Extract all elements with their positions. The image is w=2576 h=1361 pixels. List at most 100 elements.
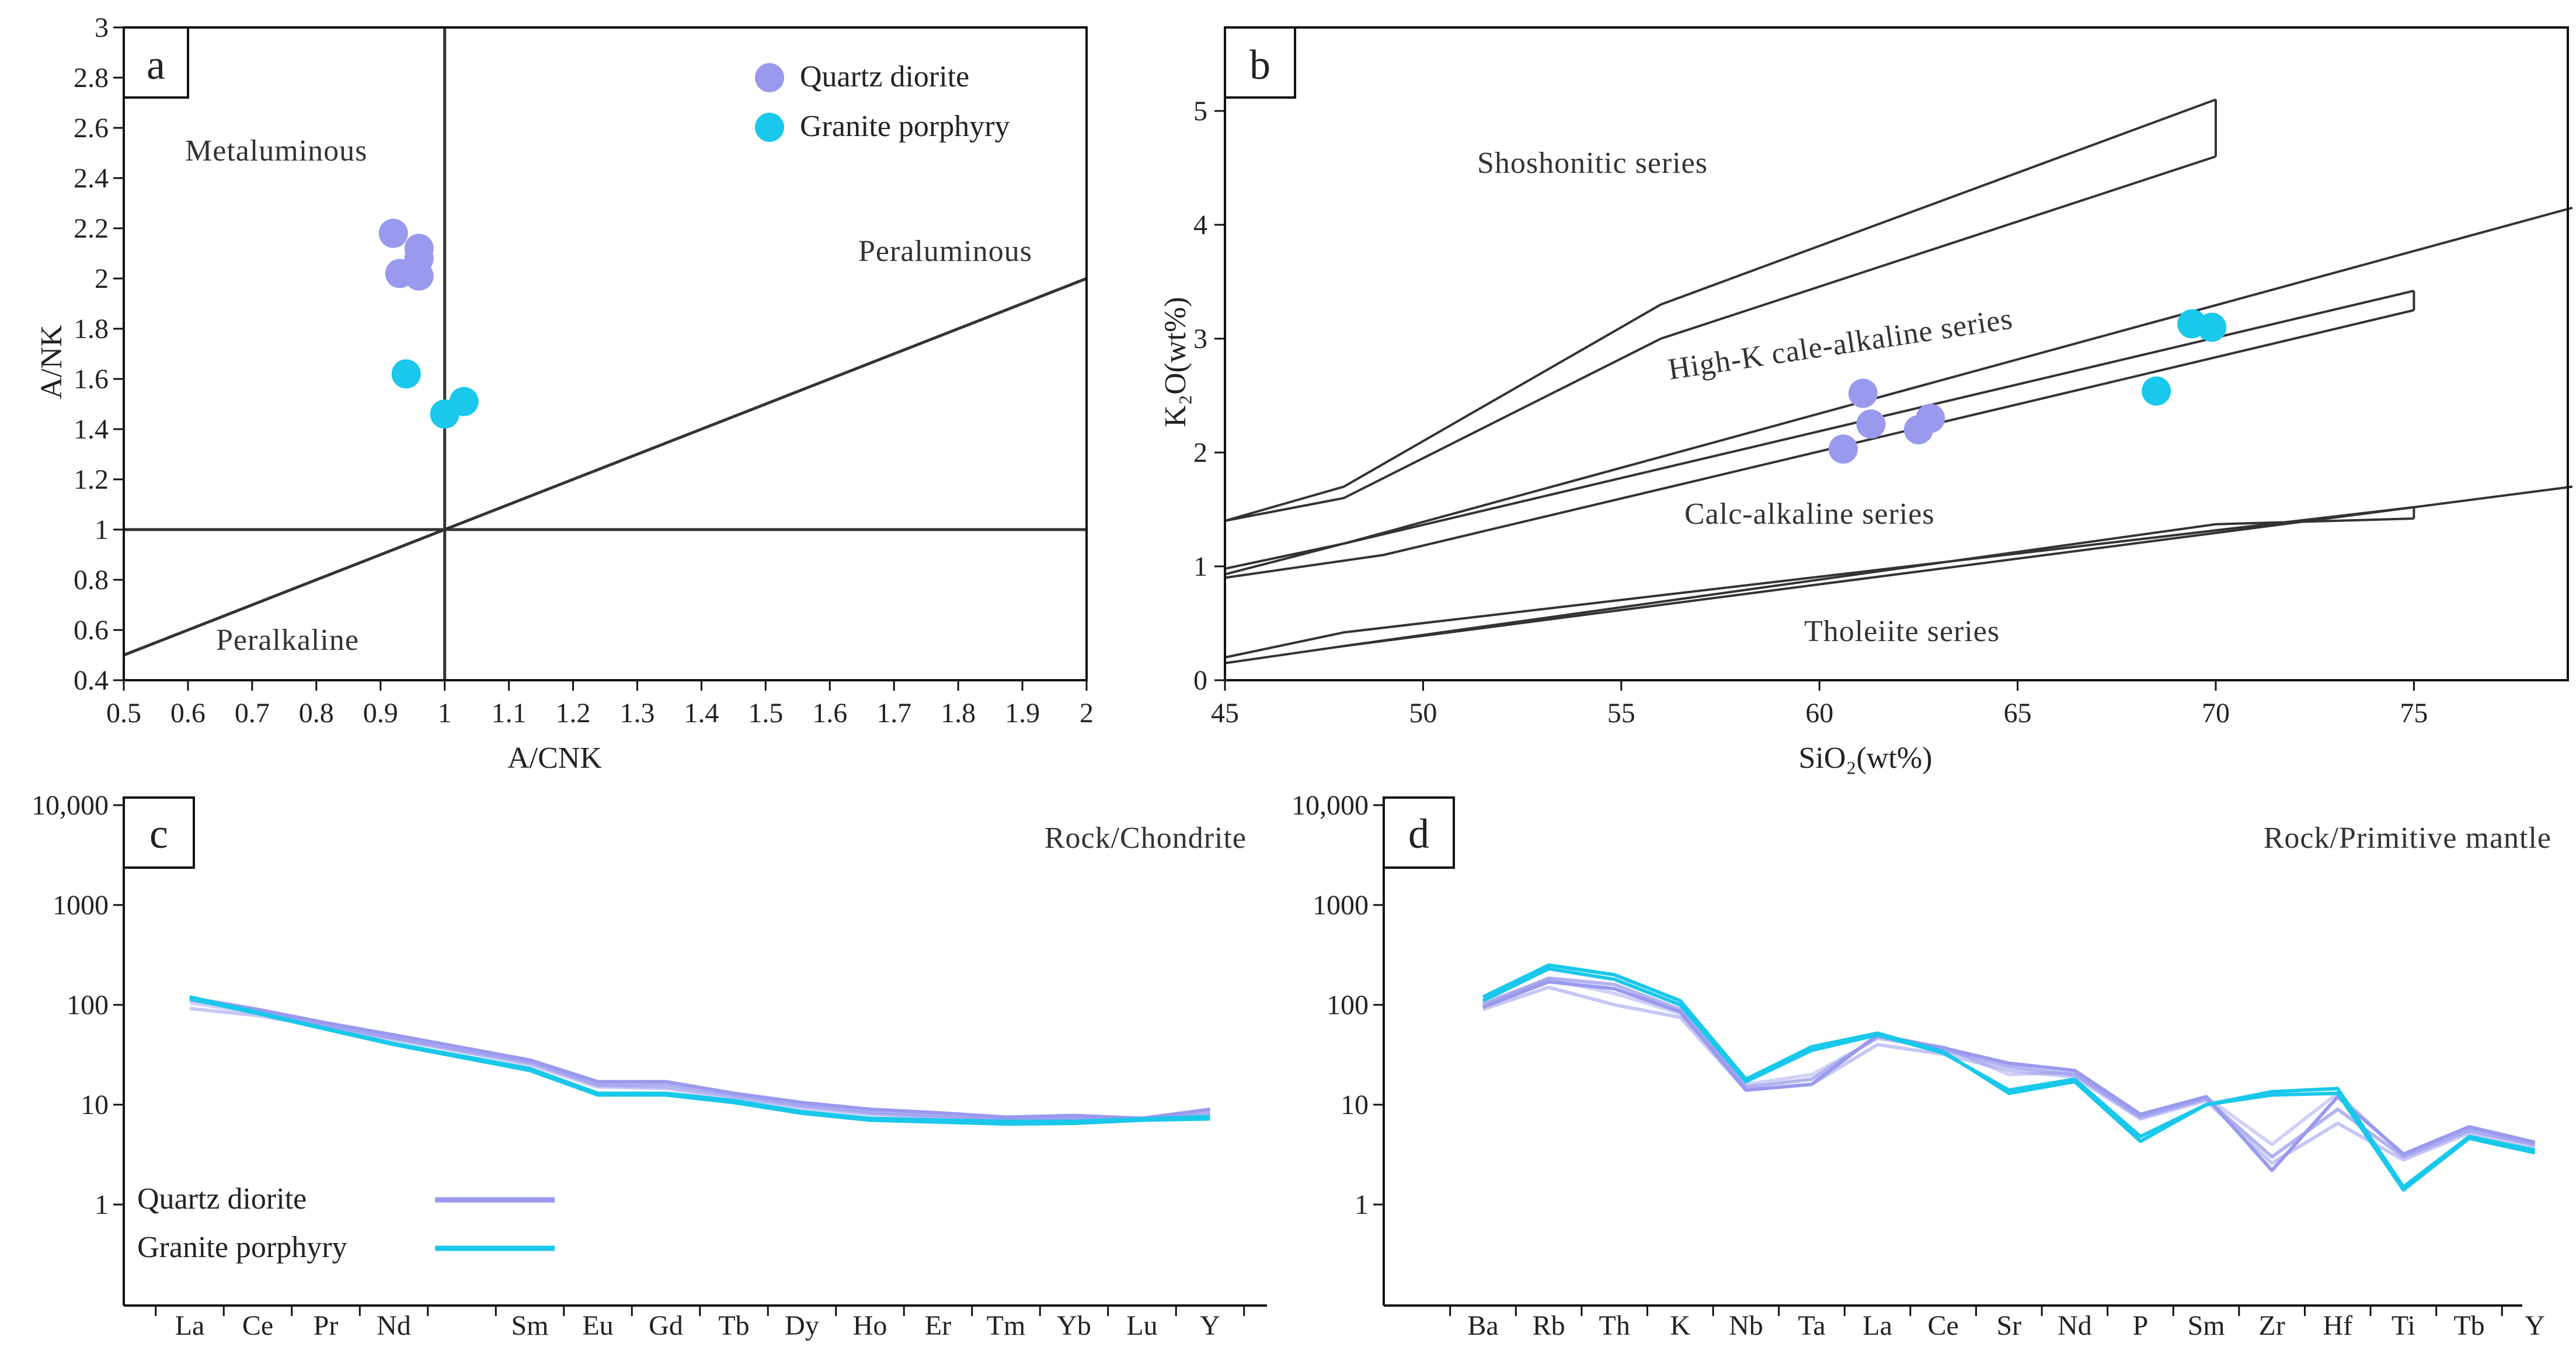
panel-c-x-tick-label: Yb: [1057, 1310, 1091, 1341]
panel-a-x-tick-label: 2: [1080, 698, 1094, 729]
panel-a-x-tick-label: 1.2: [556, 698, 591, 729]
legend-granite-porphyry-label: Granite porphyry: [800, 110, 1010, 143]
panel-a-x-tick-label: 1.5: [748, 698, 783, 729]
panel-a-y-tick-label: 3: [95, 12, 109, 43]
panel-a-x-tick-label: 0.7: [235, 698, 270, 729]
panel-d-series-granite-porphyry: [1482, 967, 2536, 1189]
panel-d-x-ticks: Ba Rb Th K Nb Ta La Ce Sr Nd P Sm Zr Hf Ti Tb Y: [1449, 1306, 2545, 1341]
panel-a-x-tick-label: 1: [438, 698, 452, 729]
legend-quartz-diorite-marker: [755, 63, 784, 92]
panel-d-corner-label: Rock/Primitive mantle: [2264, 822, 2551, 855]
region-calc-alkaline: Calc-alkaline series: [1684, 497, 1935, 531]
panel-a-y-tick-label: 2: [95, 263, 109, 294]
panel-a-letter-box: [123, 26, 189, 99]
panel-c-y-tick-label: 1000: [53, 890, 109, 921]
panel-a-line-diagonal: [123, 277, 1087, 657]
panel-a-y-tick-label: 1.2: [74, 464, 109, 495]
panel-c-lines: [189, 995, 1210, 1126]
panel-b-x-tick-label: 50: [1409, 698, 1437, 729]
panel-a-x-tick-label: 1.9: [1005, 698, 1040, 729]
panel-d-x-tick-label: La: [1863, 1310, 1892, 1341]
panel-a-y-tick-label: 2.4: [74, 163, 109, 194]
panel-b-boundary-low-2: [1224, 506, 2414, 659]
panel-a-point-granite-porphyry: [449, 387, 479, 416]
panel-b-y-ticks: 0 1 2 3 4 5: [1193, 96, 1225, 696]
region-shoshonitic: Shoshonitic series: [1477, 147, 1708, 180]
panel-b-boundary-low-3: [1343, 517, 2414, 648]
panel-b-point-quartz-diorite: [1916, 403, 1945, 433]
panel-b-x-ticks: 45 50 55 60 65 70 75: [1211, 680, 2428, 729]
panel-c-y-tick-label: 100: [67, 990, 109, 1021]
legend-c-quartz-diorite-label: Quartz diorite: [137, 1182, 307, 1216]
panel-c-series-granite-porphyry: [189, 997, 1210, 1126]
panel-c-x-tick-label: Lu: [1126, 1310, 1157, 1341]
panel-b-point-quartz-diorite: [1828, 434, 1858, 464]
panel-b-x-tick-label: 45: [1211, 698, 1239, 729]
panel-c-x-tick-label: Eu: [582, 1310, 613, 1341]
panel-b-y-axis-title: K₂O(wt%): [1159, 297, 1192, 427]
panel-b-x-tick-label: 55: [1607, 698, 1635, 729]
region-metaluminous: Metaluminous: [185, 134, 367, 168]
panel-a-y-tick-label: 1.4: [74, 414, 109, 445]
panel-d-series-quartz-diorite: [1482, 980, 2536, 1172]
panel-d-series-granite-porphyry: [1482, 963, 2536, 1192]
panel-a-y-tick-label: 1: [95, 514, 109, 545]
panel-d-x-tick-label: Rb: [1533, 1310, 1565, 1341]
panel-a-x-tick-label: 1.1: [492, 698, 527, 729]
panel-b-boundary-mid-3: [1224, 309, 2414, 579]
panel-d-x-tick-label: Sr: [1996, 1310, 2021, 1341]
panel-a-point-granite-porphyry: [391, 359, 421, 389]
panel-d: Ba Rb Th K Nb Ta La Ce Sr Nd P Sm Zr Hf Ti Tb Y 1 10 100 10…: [1292, 790, 2551, 1341]
panel-c-x-tick-label: Gd: [649, 1310, 683, 1341]
panel-c-series-quartz-diorite: [189, 1007, 1210, 1122]
panel-c-series-quartz-diorite: [189, 1001, 1210, 1122]
panel-c-x-tick-label: Y: [1200, 1310, 1220, 1341]
panel-d-x-tick-label: Y: [2525, 1310, 2545, 1341]
panel-d-x-tick-label: Nb: [1729, 1310, 1763, 1341]
region-peraluminous: Peraluminous: [858, 235, 1032, 268]
panel-b-frame: [1224, 26, 2569, 681]
panel-c-x-tick-label: Er: [925, 1310, 951, 1341]
panel-b-boundary-mid-2: [1224, 290, 2414, 570]
panel-c-x-tick-label: Nd: [377, 1310, 411, 1341]
panel-b-y-tick-label: 0: [1193, 665, 1207, 696]
panel-c-legend: Quartz diorite Granite porphyry: [137, 1182, 555, 1264]
panel-a-x-tick-label: 1.6: [812, 698, 847, 729]
panel-d-y-tick-label: 100: [1327, 990, 1369, 1021]
panel-c-corner-label: Rock/Chondrite: [1045, 822, 1247, 855]
panel-c-x-tick-label: Dy: [785, 1310, 819, 1341]
panel-b-x-tick-label: 70: [2202, 698, 2230, 729]
panel-a-x-tick-label: 1.3: [619, 698, 655, 729]
panel-a-x-tick-label: 0.5: [106, 698, 141, 729]
panel-c-letter-box: [123, 796, 195, 869]
panel-d-letter-box: [1383, 796, 1455, 869]
panel-a-y-tick-label: 0.6: [74, 615, 109, 646]
panel-d-x-tick-label: Ti: [2391, 1310, 2415, 1341]
panel-a-y-tick-label: 0.4: [74, 665, 109, 696]
panel-c-y-tick-label: 1: [95, 1189, 109, 1220]
panel-a-y-tick-label: 1.6: [74, 364, 109, 395]
panel-c-x-tick-label: Ho: [853, 1310, 887, 1341]
panel-b-boundary-upper-2: [1224, 155, 2216, 522]
panel-b-y-tick-label: 4: [1193, 210, 1207, 241]
panel-a-letter: a: [147, 41, 165, 88]
panel-b-point-quartz-diorite: [1848, 378, 1878, 408]
region-peralkaline: Peralkaline: [216, 624, 359, 657]
panel-d-x-tick-label: Sm: [2188, 1310, 2225, 1341]
panel-b-y-tick-label: 3: [1193, 323, 1207, 354]
panel-c-x-tick-label: Tb: [718, 1310, 749, 1341]
panel-d-x-tick-label: P: [2133, 1310, 2149, 1341]
panel-c-x-tick-label: Sm: [511, 1310, 548, 1341]
panel-d-x-tick-label: Zr: [2259, 1310, 2285, 1341]
panel-d-series-quartz-diorite: [1482, 977, 2536, 1157]
panel-d-y-tick-label: 1000: [1313, 890, 1369, 921]
panel-a-legend: Quartz diorite Granite porphyry: [755, 60, 1010, 143]
panel-b-boundary-upper-1: [1224, 98, 2216, 522]
panel-a-x-axis-title: A/CNK: [507, 742, 602, 775]
panel-c-y-tick-label: 10: [81, 1090, 109, 1120]
panel-b-y-tick-label: 1: [1193, 551, 1207, 582]
panel-c-x-ticks: La Ce Pr Nd Sm Eu Gd Tb Dy Ho Er Tm Yb Lu Y: [155, 1306, 1245, 1341]
panel-b-point-granite-porphyry: [2142, 376, 2171, 406]
